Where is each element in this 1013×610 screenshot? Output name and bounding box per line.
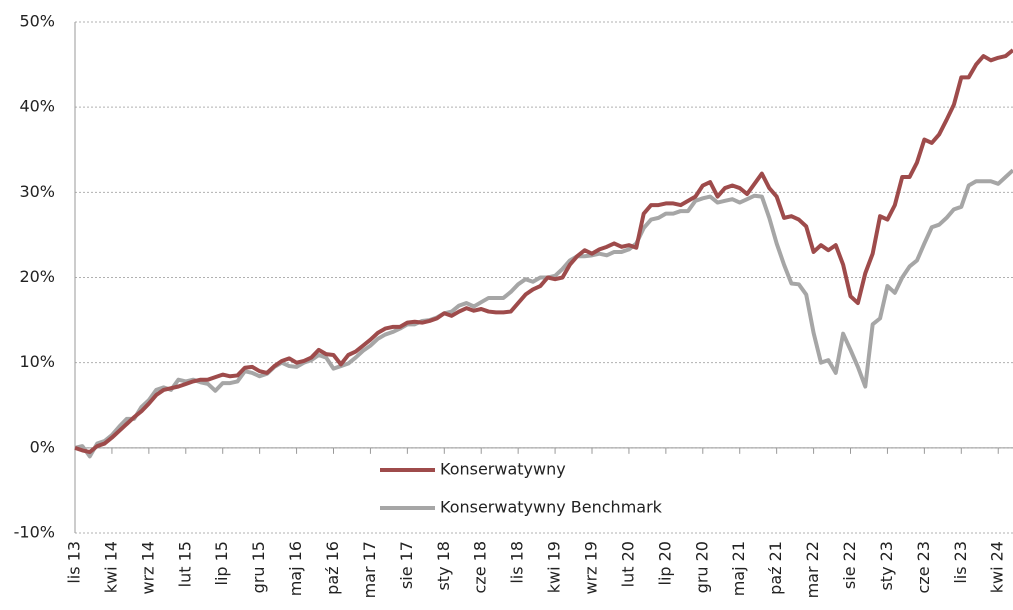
x-tick-label: wrz 14 <box>138 541 157 595</box>
x-tick-label: lip 20 <box>655 541 674 586</box>
x-tick-label: wrz 19 <box>582 541 601 595</box>
x-tick-label: sie 22 <box>840 541 859 589</box>
y-tick-label: 20% <box>19 267 55 286</box>
x-tick-label: lip 15 <box>212 541 231 586</box>
x-tick-label: sty 18 <box>434 541 453 591</box>
x-tick-label: maj 16 <box>286 541 305 596</box>
x-tick-label: lut 15 <box>175 541 194 587</box>
y-tick-label: 10% <box>19 352 55 371</box>
x-tick-label: mar 22 <box>803 541 822 598</box>
x-tick-label: lut 20 <box>618 541 637 587</box>
x-tick-label: cze 23 <box>914 541 933 593</box>
x-tick-label: gru 20 <box>692 541 711 593</box>
x-tick-label: maj 21 <box>729 541 748 596</box>
legend-label: Konserwatywny <box>440 460 566 479</box>
x-tick-label: sie 17 <box>397 541 416 589</box>
x-tick-label: kwi 24 <box>988 541 1007 593</box>
legend-label: Konserwatywny Benchmark <box>440 498 663 517</box>
series-line <box>74 48 1013 455</box>
x-tick-label: lis 23 <box>951 541 970 584</box>
x-tick-label: lis 13 <box>65 541 84 584</box>
y-tick-label: 40% <box>19 97 55 116</box>
x-tick-label: kwi 19 <box>545 541 564 593</box>
x-tick-label: gru 15 <box>249 541 268 593</box>
x-tick-label: sty 23 <box>877 541 896 591</box>
x-tick-label: kwi 14 <box>101 541 120 593</box>
x-tick-label: paź 16 <box>323 541 342 595</box>
x-tick-label: cze 18 <box>471 541 490 593</box>
series-line <box>74 168 1013 459</box>
y-tick-label: 0% <box>30 437 55 456</box>
y-tick-label: 30% <box>19 182 55 201</box>
y-tick-label: -10% <box>14 523 55 542</box>
y-tick-label: 50% <box>19 12 55 31</box>
x-tick-label: mar 17 <box>360 541 379 598</box>
x-tick-label: paź 21 <box>766 541 785 595</box>
x-tick-label: lis 18 <box>508 541 527 584</box>
